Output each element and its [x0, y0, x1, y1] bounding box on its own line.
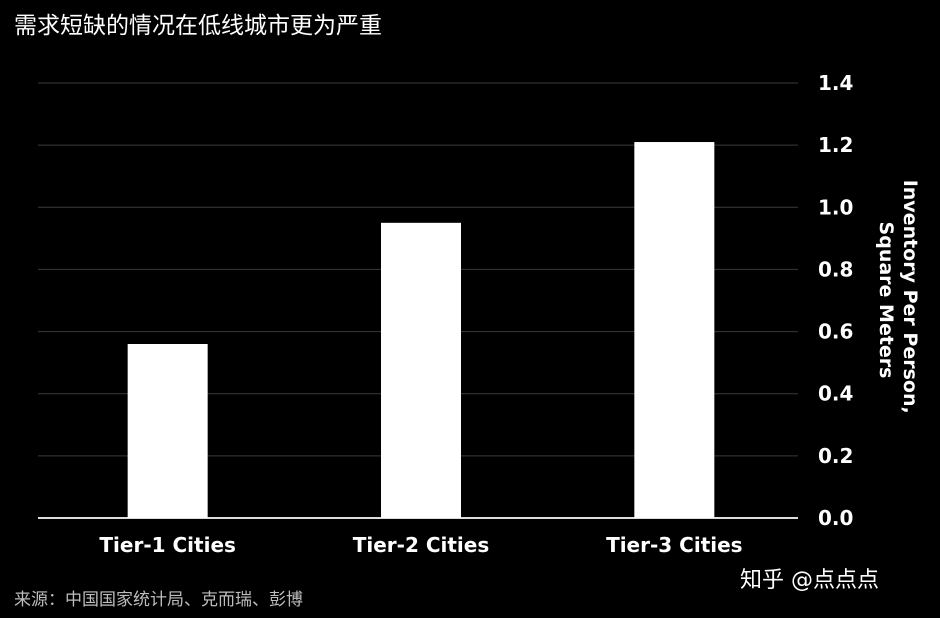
chart-title: 需求短缺的情况在低线城市更为严重 — [14, 13, 382, 39]
y-tick-label: 0.0 — [818, 506, 853, 530]
x-tick-label: Tier-2 Cities — [353, 533, 490, 557]
bar-tier-2-cities — [381, 222, 461, 519]
y-tick-label: 0.8 — [818, 257, 853, 281]
y-axis-label: Inventory Per Person, Square Meters — [875, 180, 921, 421]
y-tick-label: 1.2 — [818, 133, 853, 157]
y-axis-label-line-1: Inventory Per Person, — [899, 180, 921, 414]
bar-tier-1-cities — [127, 344, 208, 518]
y-tick-label: 0.4 — [818, 382, 853, 406]
bars — [127, 142, 715, 519]
y-tick-label: 1.0 — [818, 195, 853, 219]
y-axis-label-line-2: Square Meters — [875, 222, 897, 379]
x-tick-labels: Tier-1 Cities Tier-2 Cities Tier-3 Cities — [99, 533, 742, 557]
x-tick-label: Tier-1 Cities — [99, 533, 236, 557]
y-tick-labels: 0.0 0.2 0.4 0.6 0.8 1.0 1.2 1.4 — [818, 71, 853, 530]
y-tick-label: 1.4 — [818, 71, 853, 95]
source-note: 来源：中国国家统计局、克而瑞、彭博 — [14, 590, 303, 610]
y-tick-label: 0.2 — [818, 444, 853, 468]
watermark: 知乎 @点点点 — [740, 568, 879, 593]
x-tick-label: Tier-3 Cities — [606, 533, 743, 557]
y-tick-label: 0.6 — [818, 320, 853, 344]
bar-tier-3-cities — [634, 142, 715, 519]
